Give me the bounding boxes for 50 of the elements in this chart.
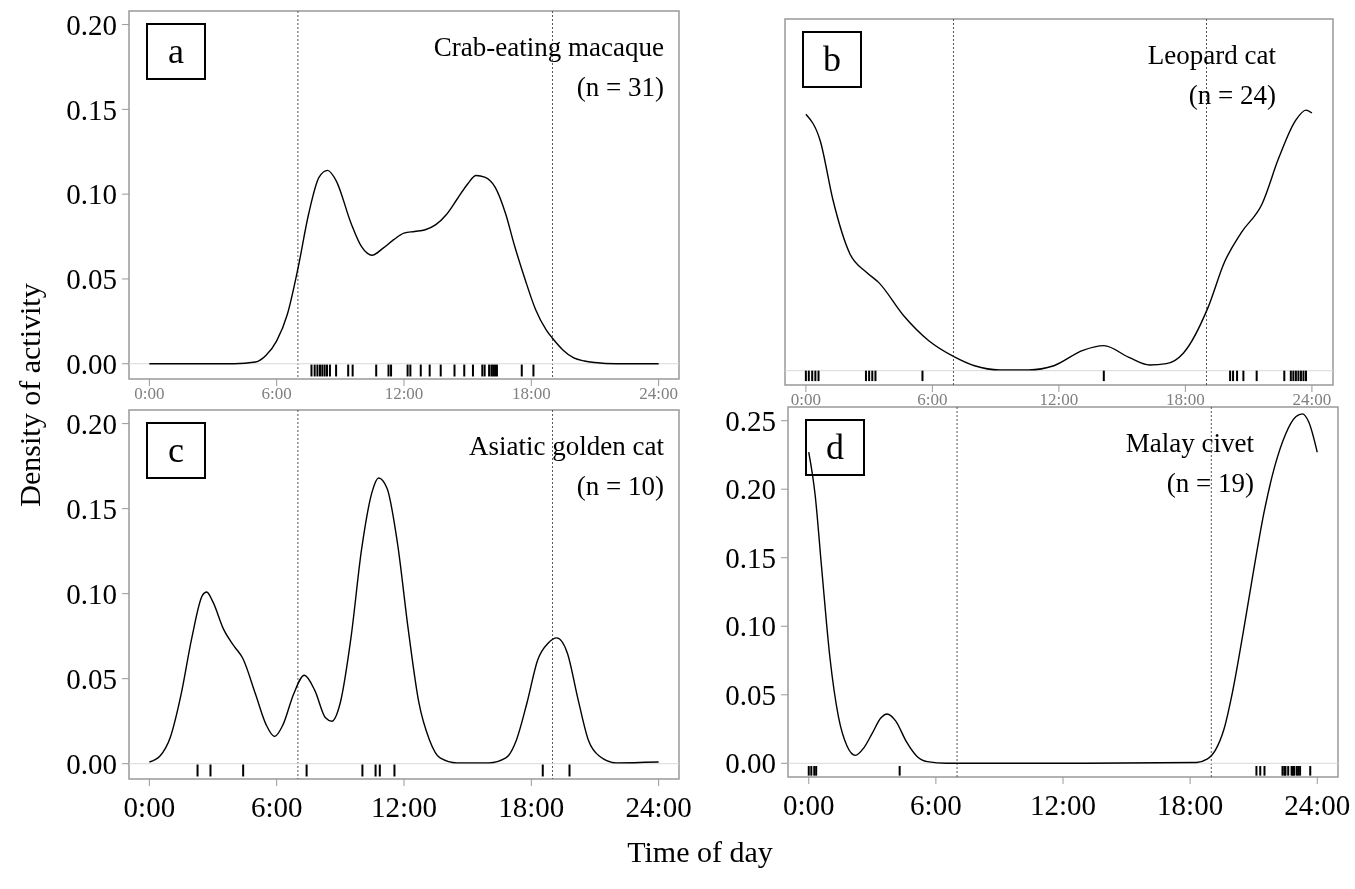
annotation: a [168,31,185,71]
y-tick-label: 0.10 [66,178,117,211]
y-tick-label: 0.20 [725,473,776,506]
annotation: c [168,430,184,470]
annotation: (n = 31) [576,72,664,102]
annotation: (n = 19) [1166,468,1254,498]
x-axis-title: Time of day [627,835,773,868]
y-tick-label: 0.20 [66,8,117,41]
y-tick-label: 0.00 [725,747,776,780]
x-tick-label: 6:00 [910,789,962,821]
x-tick-label: 6:00 [250,791,303,823]
text: b [823,39,841,79]
x-tick-label: 18:00 [511,384,551,403]
y-tick-label: 0.15 [66,492,117,525]
y-tick-label: 0.10 [725,610,776,643]
y-tick-label: 0.05 [66,263,117,296]
x-tick-label: 18:00 [1166,390,1205,409]
annotation: (n = 10) [576,471,664,501]
annotation: Crab-eating macaque [433,32,665,62]
x-tick-label: 12:00 [370,791,438,823]
x-tick-label: 0:00 [123,791,176,823]
y-tick-label: 0.15 [725,541,776,574]
y-tick-label: 0.05 [66,662,117,695]
annotation: d [826,427,844,467]
x-tick-label: 24:00 [1284,789,1351,821]
x-tick-label: 24:00 [625,791,692,823]
text: Leopard cat [1147,40,1277,70]
y-axis-title: Density of activity [13,283,46,507]
y-tick-label: 0.10 [66,577,117,610]
x-tick-label: 12:00 [1029,789,1097,821]
x-tick-label: 0:00 [790,390,821,409]
x-tick-label: 6:00 [261,384,292,403]
x-tick-label: 24:00 [1292,390,1332,409]
x-tick-label: 12:00 [384,384,424,403]
y-tick-label: 0.00 [66,347,117,380]
x-tick-label: 18:00 [1157,789,1224,821]
x-tick-label: 0:00 [782,789,835,821]
y-tick-label: 0.15 [66,93,117,126]
annotation: Malay civet [1125,428,1255,458]
x-tick-label: 0:00 [134,384,165,403]
x-tick-label: 24:00 [639,384,678,403]
text: (n = 24) [1188,80,1276,110]
x-tick-label: 12:00 [1039,390,1079,409]
y-tick-label: 0.00 [66,747,117,780]
x-tick-label: 6:00 [917,390,948,409]
y-tick-label: 0.25 [725,404,776,437]
x-tick-label: 18:00 [498,791,565,823]
y-tick-label: 0.05 [725,678,776,711]
annotation: Asiatic golden cat [469,431,665,461]
y-tick-label: 0.20 [66,407,117,440]
